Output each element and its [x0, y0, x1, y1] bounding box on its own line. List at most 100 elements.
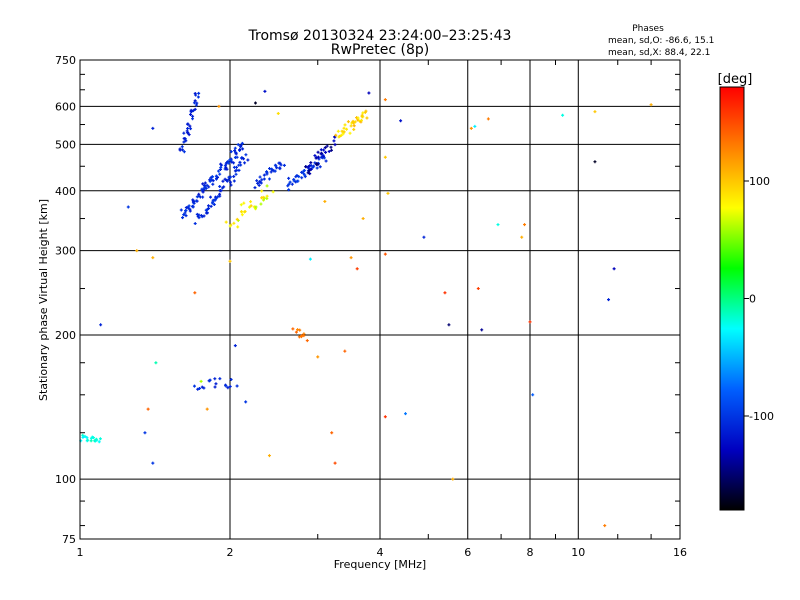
data-point: [154, 361, 158, 365]
data-point: [261, 195, 265, 199]
data-point: [239, 203, 243, 207]
data-point: [238, 148, 242, 152]
data-point: [300, 176, 304, 180]
data-point: [239, 145, 243, 149]
data-point: [232, 174, 236, 178]
data-point: [236, 143, 240, 147]
data-point: [451, 477, 455, 481]
data-point: [291, 327, 295, 331]
data-point: [203, 181, 207, 185]
data-point: [593, 160, 597, 164]
data-point: [179, 208, 183, 212]
data-point: [184, 209, 188, 213]
data-point: [282, 163, 286, 167]
data-point: [277, 161, 281, 165]
data-point: [239, 163, 243, 167]
data-point: [228, 259, 232, 263]
plot-frame: [79, 59, 681, 540]
data-point: [201, 182, 205, 186]
data-point: [192, 384, 196, 388]
data-point: [184, 214, 188, 218]
data-point: [191, 114, 195, 118]
data-point: [182, 137, 186, 141]
data-point: [242, 201, 246, 205]
data-point: [180, 145, 184, 149]
data-point: [315, 166, 319, 170]
data-point: [224, 166, 228, 170]
data-point: [235, 155, 239, 159]
data-point: [195, 195, 199, 199]
data-point: [192, 201, 196, 205]
data-point: [228, 384, 232, 388]
data-point: [227, 161, 231, 165]
data-point: [330, 148, 333, 152]
data-point: [316, 155, 320, 159]
data-point: [224, 220, 228, 224]
y-tick-label: 600: [55, 100, 76, 113]
data-point: [178, 147, 182, 151]
data-point: [273, 163, 277, 167]
data-point: [225, 178, 229, 182]
data-point: [316, 355, 320, 359]
data-point: [342, 126, 346, 130]
data-point: [89, 436, 93, 440]
data-point: [528, 320, 532, 324]
data-point: [298, 328, 302, 332]
colorbar: [719, 86, 745, 511]
data-point: [269, 170, 273, 174]
data-point: [270, 167, 274, 171]
data-point: [322, 154, 326, 158]
colorbar-tick-label: 100: [749, 175, 770, 188]
data-point: [233, 146, 237, 150]
data-point: [217, 169, 221, 173]
data-point: [228, 180, 232, 184]
data-point: [213, 198, 217, 202]
grid-lines: [80, 60, 680, 539]
data-point: [208, 378, 212, 382]
x-tick-label: 4: [377, 546, 384, 559]
data-point: [383, 98, 387, 102]
data-point: [259, 181, 263, 185]
data-point: [348, 131, 352, 135]
data-point: [182, 213, 186, 217]
data-point: [218, 377, 222, 381]
data-point: [275, 166, 279, 170]
data-point: [267, 177, 271, 181]
data-point: [480, 328, 484, 332]
data-point: [201, 195, 205, 199]
data-point: [612, 267, 616, 271]
data-point: [229, 183, 233, 187]
data-point: [246, 158, 250, 162]
data-point: [336, 129, 340, 133]
data-point: [205, 183, 209, 187]
data-point: [351, 120, 355, 124]
data-point: [256, 181, 260, 185]
data-point: [186, 131, 190, 135]
data-point: [186, 126, 190, 130]
data-point: [193, 291, 197, 295]
data-point: [218, 192, 222, 196]
data-point: [341, 132, 345, 136]
data-point: [262, 173, 266, 177]
data-point: [339, 134, 343, 138]
data-point: [199, 379, 203, 383]
data-point: [232, 161, 236, 165]
data-point: [319, 152, 323, 156]
data-point: [287, 188, 291, 192]
data-point: [196, 95, 200, 99]
data-point: [184, 139, 188, 143]
data-point: [300, 170, 304, 174]
data-point: [215, 196, 219, 200]
data-point: [333, 461, 337, 465]
data-point: [262, 177, 266, 181]
data-point: [151, 461, 155, 465]
data-point: [202, 386, 206, 390]
data-point: [209, 195, 213, 199]
data-point: [189, 127, 193, 131]
data-point: [278, 167, 282, 171]
data-point: [200, 187, 204, 191]
colorbar-ticks: 100 0 -100: [744, 175, 774, 423]
data-point: [182, 131, 186, 135]
y-tick-label: 300: [55, 245, 76, 258]
data-point: [311, 165, 315, 169]
